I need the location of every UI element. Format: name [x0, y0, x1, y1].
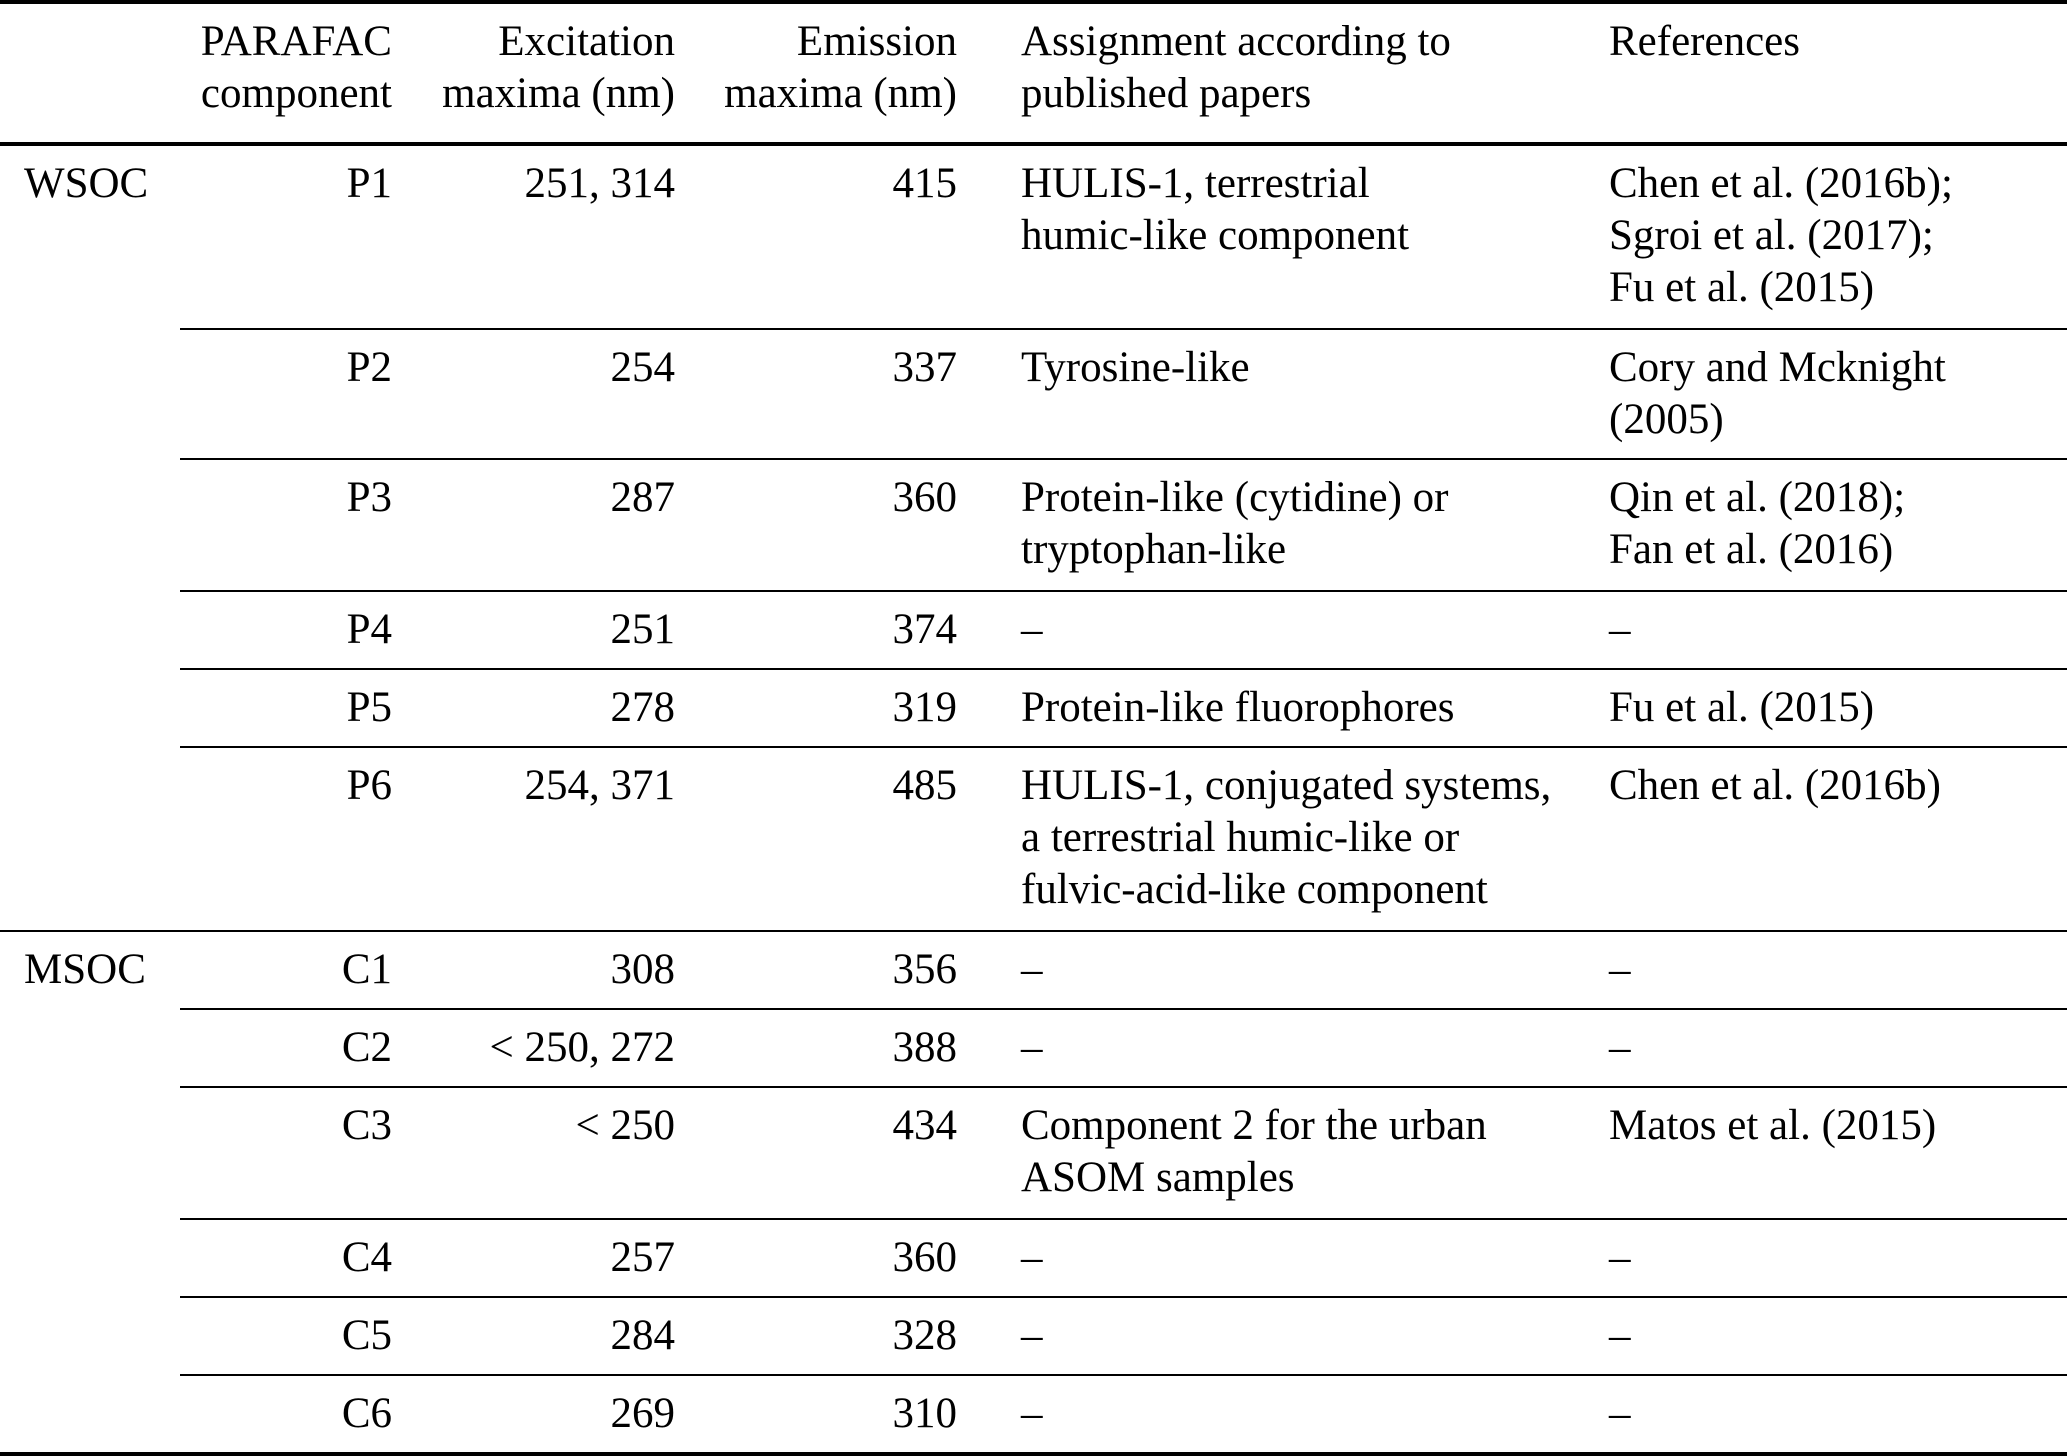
c2-component: C2 [180, 1008, 400, 1087]
table-row-p4: P4 251 374 – – [0, 590, 2067, 669]
table-row-p1: WSOC P1 251, 314 415 HULIS-1, terrestria… [0, 144, 2067, 329]
c3-component: C3 [180, 1086, 400, 1219]
column-header-excitation: Excitation maxima (nm) [400, 2, 683, 146]
p3-emission: 360 [683, 458, 965, 591]
p3-excitation: 287 [400, 458, 683, 591]
p5-references: Fu et al. (2015) [1601, 668, 2067, 747]
p4-references: – [1601, 590, 2067, 669]
p2-component: P2 [180, 328, 400, 459]
table-row-c6: C6 269 310 – – [0, 1374, 2067, 1454]
column-header-assignment: Assignment according to published papers [965, 2, 1601, 146]
p4-excitation: 251 [400, 590, 683, 669]
table-row-c1: MSOC C1 308 356 – – [0, 930, 2067, 1454]
p1-emission: 415 [892, 160, 958, 207]
p6-assignment: HULIS-1, conjugated systems, a terrestri… [965, 746, 1601, 931]
c5-emission: 328 [683, 1296, 965, 1375]
table-row-c5: C5 284 328 – – [0, 1296, 2067, 1375]
c6-excitation: 269 [400, 1374, 683, 1454]
c6-assignment: – [965, 1374, 1601, 1454]
c2-excitation: < 250, 272 [400, 1008, 683, 1087]
p2-excitation: 254 [400, 328, 683, 459]
group-label-msoc: MSOC [0, 930, 180, 1454]
c3-excitation: < 250 [400, 1086, 683, 1219]
c4-excitation: 257 [400, 1218, 683, 1297]
c5-excitation: 284 [400, 1296, 683, 1375]
table-row-c4: C4 257 360 – – [0, 1218, 2067, 1297]
table-row-p2: P2 254 337 Tyrosine-like Cory and Mcknig… [0, 328, 2067, 459]
column-header-component: PARAFAC component [180, 2, 400, 146]
p4-assignment: – [965, 590, 1601, 669]
p5-component: P5 [180, 668, 400, 747]
c1-excitation: 308 [400, 930, 683, 1009]
header-row: PARAFAC component Excitation maxima (nm)… [0, 2, 2067, 146]
c4-assignment: – [965, 1218, 1601, 1297]
p3-assignment: Protein-like (cytidine) or tryptophan-li… [965, 458, 1601, 591]
group-label-wsoc: WSOC [24, 160, 149, 207]
c4-emission: 360 [683, 1218, 965, 1297]
c3-references: Matos et al. (2015) [1601, 1086, 2067, 1219]
p5-assignment: Protein-like fluorophores [965, 668, 1601, 747]
column-header-emission: Emission maxima (nm) [683, 2, 965, 146]
c1-emission: 356 [683, 930, 965, 1009]
p3-component: P3 [180, 458, 400, 591]
p4-emission: 374 [683, 590, 965, 669]
p6-references: Chen et al. (2016b) [1601, 746, 2067, 931]
table-row-p5: P5 278 319 Protein-like fluorophores Fu … [0, 668, 2067, 747]
c1-assignment: – [965, 930, 1601, 1009]
p2-emission: 337 [683, 328, 965, 459]
column-header-references: References [1601, 2, 2067, 146]
c5-references: – [1601, 1296, 2067, 1375]
p6-emission: 485 [683, 746, 965, 931]
c3-assignment: Component 2 for the urban ASOM samples [965, 1086, 1601, 1219]
p1-excitation: 251, 314 [524, 160, 676, 207]
p2-assignment: Tyrosine-like [965, 328, 1601, 459]
c3-emission: 434 [683, 1086, 965, 1219]
c6-emission: 310 [683, 1374, 965, 1454]
c2-emission: 388 [683, 1008, 965, 1087]
c2-references: – [1601, 1008, 2067, 1087]
p1-component: P1 [346, 160, 392, 207]
p5-excitation: 278 [400, 668, 683, 747]
p6-excitation: 254, 371 [400, 746, 683, 931]
p4-component: P4 [180, 590, 400, 669]
table-row-c3: C3 < 250 434 Component 2 for the urban A… [0, 1086, 2067, 1219]
column-header-group [0, 2, 180, 146]
c5-assignment: – [965, 1296, 1601, 1375]
table-row-p3: P3 287 360 Protein-like (cytidine) or tr… [0, 458, 2067, 591]
c1-references: – [1601, 930, 2067, 1009]
p3-references: Qin et al. (2018); Fan et al. (2016) [1601, 458, 2067, 591]
table-row-p6: P6 254, 371 485 HULIS-1, conjugated syst… [0, 746, 2067, 931]
c2-assignment: – [965, 1008, 1601, 1087]
c5-component: C5 [180, 1296, 400, 1375]
c4-component: C4 [180, 1218, 400, 1297]
c1-component: C1 [180, 930, 400, 1009]
p1-references: Chen et al. (2016b); Sgroi et al. (2017)… [1609, 160, 1953, 311]
p2-references: Cory and Mcknight (2005) [1601, 328, 2067, 459]
c6-component: C6 [180, 1374, 400, 1454]
p1-assignment: HULIS-1, terrestrial humic-like componen… [1021, 160, 1410, 259]
table-row-c2: C2 < 250, 272 388 – – [0, 1008, 2067, 1087]
c4-references: – [1601, 1218, 2067, 1297]
c6-references: – [1601, 1374, 2067, 1454]
p6-component: P6 [180, 746, 400, 931]
p5-emission: 319 [683, 668, 965, 747]
